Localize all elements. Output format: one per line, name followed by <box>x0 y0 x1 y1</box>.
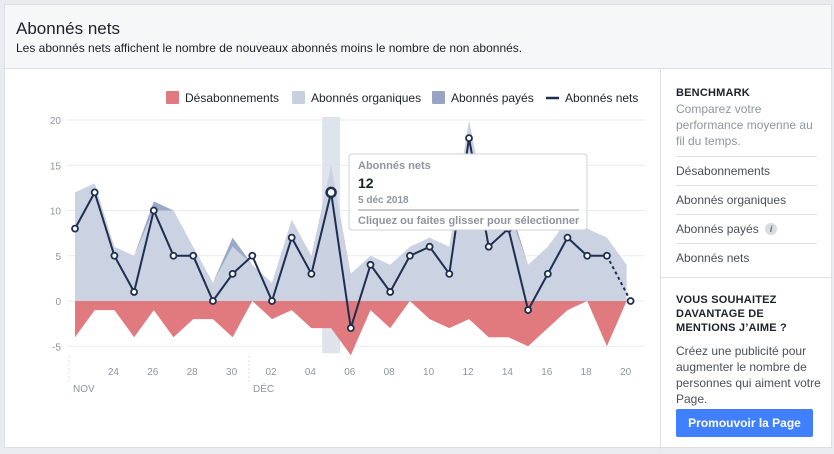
data-point[interactable] <box>307 269 316 278</box>
x-tick-label: 14 <box>502 367 514 378</box>
data-point[interactable] <box>524 306 532 314</box>
net-followers-series[interactable] <box>71 134 635 333</box>
data-point[interactable] <box>366 260 375 269</box>
x-tick-label: 08 <box>384 367 396 378</box>
data-point[interactable] <box>287 233 296 242</box>
benchmark-title: BENCHMARK <box>676 87 750 99</box>
x-tick-label: 12 <box>462 367 474 378</box>
data-point[interactable] <box>445 269 454 278</box>
x-tick-label: 18 <box>581 367 593 378</box>
data-point[interactable] <box>248 251 257 260</box>
data-point[interactable] <box>268 297 276 305</box>
x-tick-label: 02 <box>265 367 277 378</box>
benchmark-description: Comparez votre performance moyenne au fi… <box>676 102 813 148</box>
promote-title: VOUS SOUHAITEZ DAVANTAGE DE MENTIONS J’A… <box>676 294 787 334</box>
data-point[interactable] <box>325 186 337 199</box>
y-axis-ticks: -5 0 5 10 15 20 <box>50 116 62 353</box>
data-point[interactable] <box>130 288 139 296</box>
data-point[interactable] <box>626 297 635 305</box>
legend-label[interactable]: Désabonnements <box>185 91 279 105</box>
data-point[interactable] <box>90 188 99 197</box>
promote-page-button[interactable]: Promouvoir la Page <box>676 409 813 437</box>
data-point[interactable] <box>110 251 119 260</box>
data-point[interactable] <box>169 251 178 260</box>
y-tick-label: 10 <box>50 207 62 218</box>
legend-label[interactable]: Abonnés organiques <box>311 91 421 105</box>
benchmark-item-paid[interactable]: Abonnés payés i <box>676 214 817 243</box>
x-tick-label: 24 <box>108 367 120 378</box>
x-month-label: DÉC <box>253 382 274 395</box>
data-point[interactable] <box>346 324 355 333</box>
data-point[interactable] <box>405 251 414 260</box>
chart-tooltip: Abonnés nets 12 5 déc 2018 Cliquez ou fa… <box>348 153 588 231</box>
data-point[interactable] <box>386 288 395 296</box>
legend-label[interactable]: Abonnés payés <box>451 91 534 105</box>
promote-description: Créez une publicité pour augmenter le no… <box>676 344 821 406</box>
data-point[interactable] <box>149 206 158 215</box>
data-point[interactable] <box>543 269 552 278</box>
net-followers-chart[interactable]: Désabonnements Abonnés organiques Abonnés … <box>5 70 660 449</box>
benchmark-sidebar: BENCHMARK Comparez votre performance moy… <box>660 70 831 449</box>
tooltip-hint: Cliquez ou faites glisser pour sélection… <box>358 215 580 227</box>
data-point[interactable] <box>563 233 572 242</box>
page-subtitle: Les abonnés nets affichent le nombre de … <box>16 41 523 55</box>
chart-area[interactable]: Désabonnements Abonnés organiques Abonnés … <box>5 70 660 449</box>
x-month-label: NOV <box>73 384 95 395</box>
y-tick-label: 15 <box>50 161 62 172</box>
benchmark-item-label: Abonnés payés <box>676 222 759 236</box>
data-point[interactable] <box>465 134 473 142</box>
benchmark-item-label: Désabonnements <box>676 164 771 178</box>
chart-legend: Désabonnements Abonnés organiques Abonnés … <box>166 91 638 105</box>
legend-label[interactable]: Abonnés nets <box>565 91 638 105</box>
benchmark-item-organic[interactable]: Abonnés organiques <box>676 185 817 214</box>
net-followers-panel: Abonnés nets Les abonnés nets affichent … <box>4 4 832 449</box>
net-followers-line <box>74 137 607 329</box>
data-point[interactable] <box>208 297 217 305</box>
legend-swatch <box>292 91 305 104</box>
area-organic-followers <box>75 120 627 301</box>
benchmark-item-net[interactable]: Abonnés nets <box>676 243 817 272</box>
data-point[interactable] <box>484 242 493 251</box>
x-axis: 24 26 28 30 02 04 06 08 10 12 14 16 18 20 NOV DÉC <box>68 356 632 395</box>
panel-header: Abonnés nets Les abonnés nets affichent … <box>5 5 831 69</box>
x-tick-label: 20 <box>620 367 632 378</box>
data-point[interactable] <box>583 251 592 260</box>
page-title: Abonnés nets <box>16 19 120 38</box>
tooltip-date: 5 déc 2018 <box>358 195 409 206</box>
x-tick-label: 28 <box>187 367 199 378</box>
benchmark-item-unsubscribes[interactable]: Désabonnements <box>676 156 817 185</box>
x-tick-label: 04 <box>305 367 317 378</box>
x-tick-label: 06 <box>344 367 356 378</box>
data-point[interactable] <box>425 242 434 251</box>
y-tick-label: 5 <box>55 252 61 263</box>
legend-swatch <box>432 91 445 104</box>
info-icon[interactable]: i <box>765 223 778 235</box>
promote-section: VOUS SOUHAITEZ DAVANTAGE DE MENTIONS J’A… <box>661 277 831 449</box>
net-followers-line-partial <box>606 255 632 302</box>
tooltip-title: Abonnés nets <box>358 160 431 172</box>
benchmark-item-label: Abonnés nets <box>676 251 750 265</box>
y-tick-label: -5 <box>52 342 61 353</box>
y-tick-label: 20 <box>50 116 62 127</box>
x-tick-label: 30 <box>226 367 238 378</box>
data-point[interactable] <box>603 251 611 260</box>
data-point[interactable] <box>189 251 198 260</box>
tooltip-value: 12 <box>358 175 374 191</box>
data-point[interactable] <box>71 224 79 233</box>
x-tick-label: 26 <box>147 367 159 378</box>
legend-swatch <box>166 91 179 104</box>
x-tick-label: 10 <box>423 367 435 378</box>
benchmark-item-label: Abonnés organiques <box>676 193 787 207</box>
data-point[interactable] <box>228 269 237 278</box>
y-tick-label: 0 <box>55 297 61 308</box>
x-tick-label: 16 <box>541 367 553 378</box>
